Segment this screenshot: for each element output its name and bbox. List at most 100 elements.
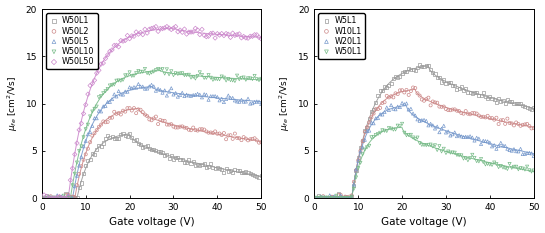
- W5L1: [494, 96, 503, 100]
- W50L10: [112, 79, 121, 82]
- W50L2: [204, 131, 213, 134]
- W50L50: [213, 32, 222, 35]
- W50L2: [207, 131, 215, 134]
- W20L1: [380, 110, 389, 114]
- W50L10: [108, 83, 117, 87]
- W50L1: [209, 165, 217, 169]
- W50L10: [171, 71, 180, 75]
- W20L1: [391, 107, 400, 111]
- W50L5: [70, 185, 79, 188]
- W10L1: [362, 125, 371, 129]
- W50L1: [404, 133, 413, 137]
- W10L1: [503, 117, 512, 120]
- W50L1: [114, 136, 123, 140]
- W20L1: [426, 122, 435, 126]
- W50L1: [175, 158, 184, 161]
- W50L5: [213, 95, 222, 99]
- W20L1: [475, 137, 483, 140]
- W50L5: [145, 85, 154, 88]
- W50L1: [128, 136, 136, 140]
- W10L1: [450, 107, 459, 111]
- W50L1: [510, 165, 518, 169]
- W20L1: [503, 147, 512, 151]
- W10L1: [314, 196, 323, 200]
- W20L1: [422, 119, 431, 123]
- W50L2: [141, 113, 149, 116]
- W50L5: [215, 99, 224, 102]
- W50L5: [130, 85, 138, 89]
- W20L1: [336, 194, 345, 197]
- W50L1: [317, 195, 325, 199]
- W50L5: [182, 93, 191, 96]
- W50L50: [114, 45, 123, 49]
- W50L50: [49, 196, 57, 200]
- X-axis label: Gate voltage (V): Gate voltage (V): [381, 217, 467, 227]
- W50L5: [207, 94, 215, 98]
- W50L2: [101, 120, 110, 124]
- W50L50: [88, 82, 96, 86]
- W50L1: [152, 149, 160, 153]
- W5L1: [391, 74, 400, 78]
- W20L1: [488, 144, 496, 148]
- W10L1: [336, 193, 345, 197]
- W50L1: [387, 127, 396, 130]
- W50L5: [90, 116, 99, 120]
- W50L1: [158, 151, 167, 154]
- W50L1: [250, 174, 259, 178]
- W50L1: [165, 157, 173, 160]
- W20L1: [437, 127, 446, 130]
- W50L2: [94, 125, 103, 129]
- W10L1: [488, 116, 496, 120]
- W10L1: [499, 118, 507, 122]
- W50L5: [222, 97, 231, 101]
- W50L1: [237, 171, 246, 175]
- W50L10: [101, 89, 110, 93]
- W5L1: [345, 196, 354, 200]
- W50L1: [241, 170, 250, 174]
- W5L1: [448, 83, 457, 87]
- W50L1: [79, 171, 88, 175]
- W50L50: [72, 141, 81, 145]
- W50L10: [237, 76, 246, 80]
- W50L1: [376, 131, 385, 135]
- W50L1: [196, 164, 204, 168]
- W50L10: [204, 73, 213, 77]
- W50L1: [496, 164, 505, 168]
- W50L10: [160, 72, 169, 75]
- W50L10: [42, 196, 51, 200]
- W50L1: [167, 154, 175, 158]
- W50L10: [72, 161, 81, 164]
- W10L1: [365, 120, 373, 124]
- W10L1: [448, 108, 457, 111]
- W50L1: [191, 163, 200, 167]
- W50L10: [81, 127, 90, 131]
- W5L1: [317, 196, 325, 200]
- W50L1: [248, 173, 257, 177]
- W50L2: [198, 127, 207, 131]
- W50L2: [252, 138, 261, 142]
- W50L10: [40, 196, 49, 199]
- W50L1: [184, 158, 193, 162]
- W50L1: [520, 168, 529, 171]
- W20L1: [501, 144, 510, 148]
- W50L1: [92, 147, 101, 151]
- W50L50: [51, 196, 59, 200]
- W50L1: [101, 137, 110, 140]
- W50L1: [257, 174, 265, 178]
- W50L10: [186, 76, 195, 79]
- W20L1: [354, 159, 362, 163]
- W50L5: [160, 89, 169, 92]
- W50L50: [200, 33, 209, 37]
- W50L10: [106, 84, 114, 87]
- W50L1: [516, 166, 525, 170]
- W5L1: [328, 195, 336, 199]
- W10L1: [431, 101, 439, 104]
- W10L1: [330, 196, 338, 199]
- W10L1: [372, 107, 380, 111]
- W10L1: [369, 112, 378, 115]
- W50L1: [323, 196, 332, 199]
- W50L1: [224, 169, 233, 173]
- W10L1: [428, 100, 437, 103]
- W10L1: [424, 96, 433, 99]
- W50L2: [220, 131, 228, 135]
